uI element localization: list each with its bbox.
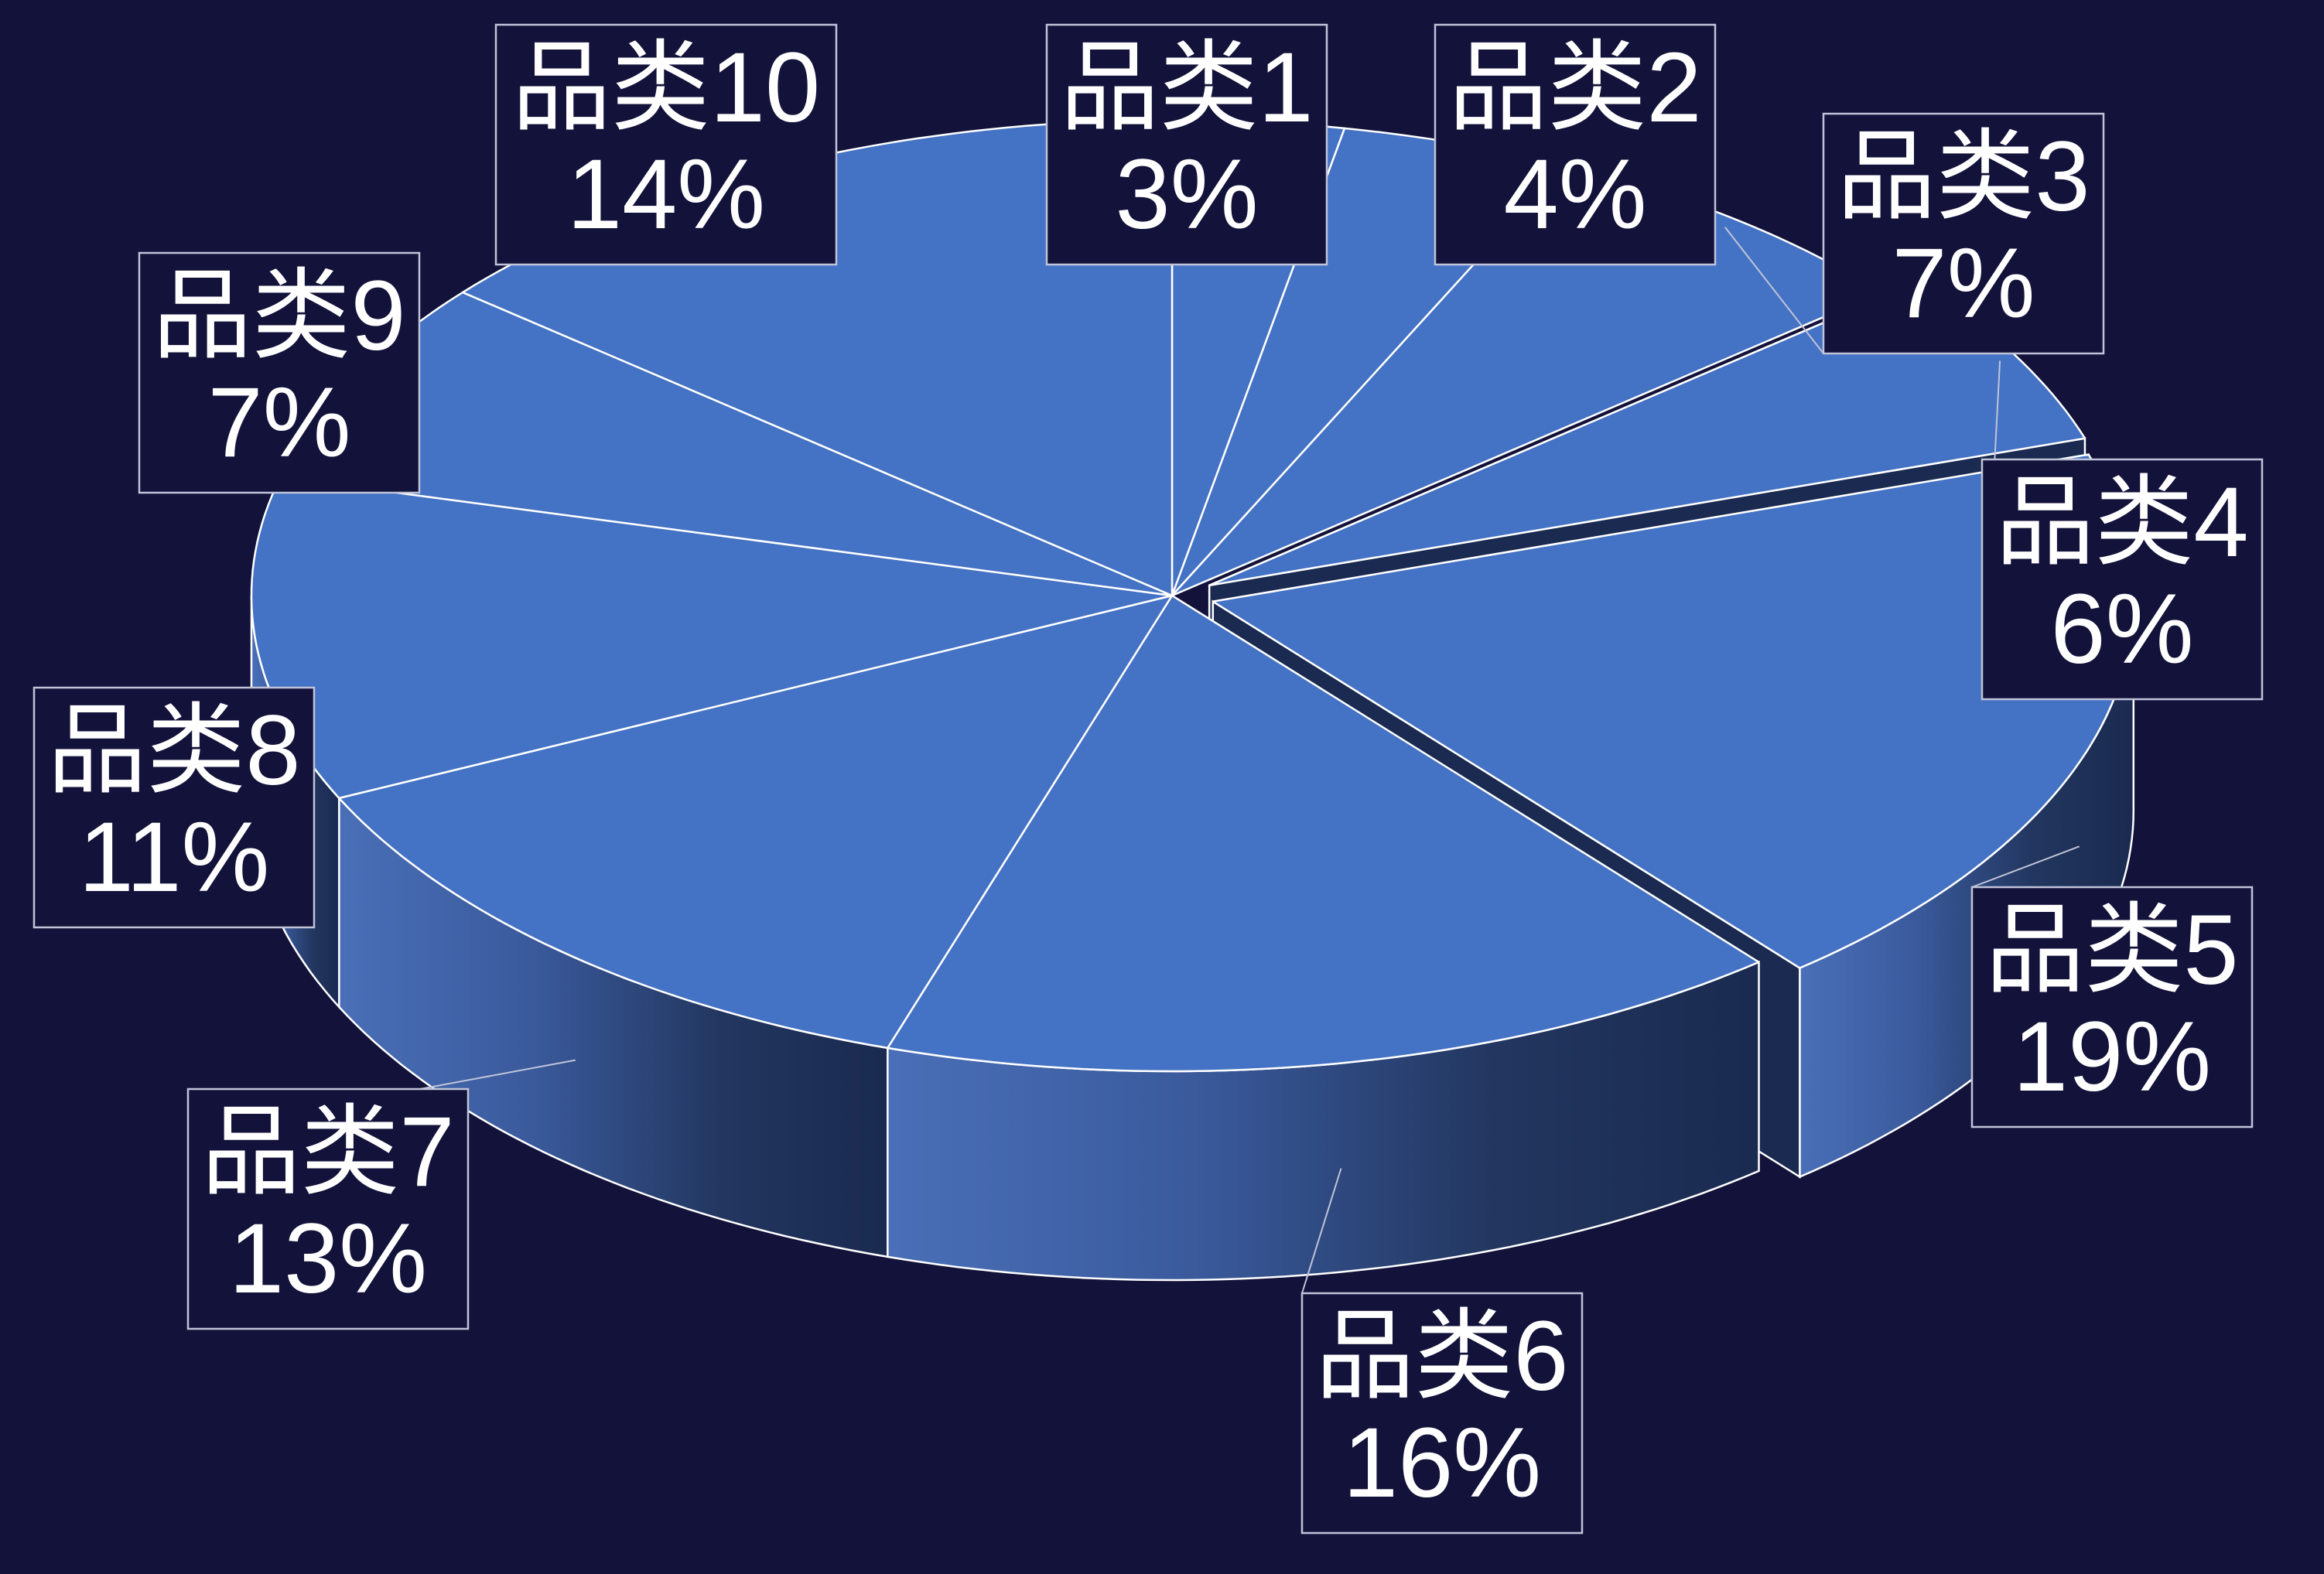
leader-line-5 xyxy=(1971,845,2080,888)
category-label-6: 品类6 xyxy=(1315,1301,1568,1412)
category-label-4: 品类4 xyxy=(1995,467,2248,578)
data-label-box-1 xyxy=(1045,23,1328,266)
value-label-1: 3% xyxy=(1116,139,1259,250)
data-label-box-8 xyxy=(32,686,316,929)
leader-line-6 xyxy=(1301,1168,1342,1294)
value-label-5: 19% xyxy=(2013,1002,2211,1112)
slice-top-7 xyxy=(338,594,1174,1050)
category-label-8: 品类8 xyxy=(47,695,300,806)
category-label-3: 品类3 xyxy=(1837,121,2090,232)
value-label-10: 14% xyxy=(567,139,765,250)
value-label-2: 4% xyxy=(1504,139,1647,250)
data-label-box-2 xyxy=(1434,23,1717,266)
pie-tops xyxy=(250,118,2135,1073)
leader-line-3 xyxy=(1724,227,1824,354)
data-label-box-5 xyxy=(1970,886,2254,1128)
value-label-4: 6% xyxy=(2051,574,2194,685)
category-label-10: 品类10 xyxy=(512,32,820,143)
value-label-7: 13% xyxy=(229,1204,427,1314)
category-label-2: 品类2 xyxy=(1448,32,1701,143)
data-label-box-9 xyxy=(138,251,421,494)
category-label-1: 品类1 xyxy=(1060,32,1313,143)
data-label-box-7 xyxy=(186,1087,470,1330)
value-label-9: 7% xyxy=(208,367,351,478)
value-label-8: 11% xyxy=(79,802,270,913)
category-label-9: 品类9 xyxy=(152,261,405,371)
data-label-box-3 xyxy=(1822,112,2105,355)
value-label-6: 16% xyxy=(1343,1408,1541,1518)
value-label-3: 7% xyxy=(1892,228,2035,339)
data-label-box-6 xyxy=(1300,1292,1584,1535)
slice-top-6 xyxy=(887,594,1760,1073)
leader-line-7 xyxy=(419,1059,576,1090)
data-label-box-10 xyxy=(494,23,838,266)
category-label-5: 品类5 xyxy=(1985,895,2238,1006)
category-label-7: 品类7 xyxy=(201,1097,454,1207)
data-label-box-4 xyxy=(1981,458,2264,701)
